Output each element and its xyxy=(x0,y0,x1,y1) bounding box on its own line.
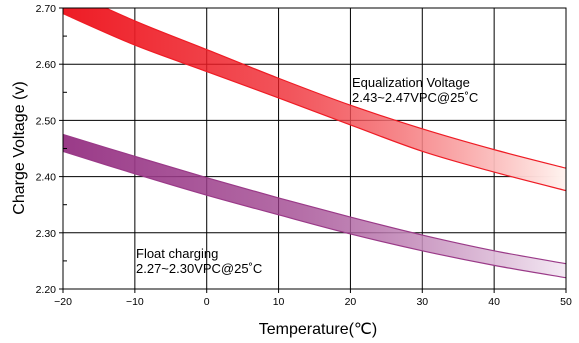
x-tick-label: 20 xyxy=(345,296,357,308)
y-tick-label: 2.70 xyxy=(36,3,57,15)
y-tick-label: 2.40 xyxy=(36,172,57,184)
series-lower-line xyxy=(63,150,566,279)
x-axis-title: Temperature(℃) xyxy=(259,321,377,338)
series-note-label: 2.43~2.47VPC@25˚C xyxy=(352,90,478,105)
x-tick-label: −10 xyxy=(126,296,144,308)
y-tick-label: 2.50 xyxy=(36,115,57,127)
series-upper-line xyxy=(104,8,566,169)
series-band-fill xyxy=(63,8,566,191)
series-lower-line xyxy=(63,13,566,192)
series-name-label: Float charging xyxy=(136,246,218,261)
series-note-label: 2.27~2.30VPC@25˚C xyxy=(136,261,262,276)
x-tick-label: 10 xyxy=(273,296,285,308)
x-tick-label: 0 xyxy=(204,296,210,308)
series-band-1 xyxy=(63,133,566,279)
y-tick-label: 2.20 xyxy=(36,284,57,296)
x-tick-label: 50 xyxy=(560,296,572,308)
y-tick-label: 2.60 xyxy=(36,59,57,71)
series-upper-line xyxy=(63,133,566,265)
x-tick-label: 40 xyxy=(488,296,500,308)
y-tick-label: 2.30 xyxy=(36,228,57,240)
axis-ticks: −20 −10 0 10 20 30 40 50 2.20 2.30 2.40 2.50 2.60 2.7… xyxy=(36,3,572,308)
series-band-fill xyxy=(63,134,566,278)
series-band-0 xyxy=(63,8,566,192)
x-tick-label: 30 xyxy=(416,296,428,308)
x-tick-label: −20 xyxy=(54,296,72,308)
series-name-label: Equalization Voltage xyxy=(352,75,470,90)
y-axis-title: Charge Voltage (v) xyxy=(11,81,28,214)
series-bands xyxy=(63,8,566,279)
